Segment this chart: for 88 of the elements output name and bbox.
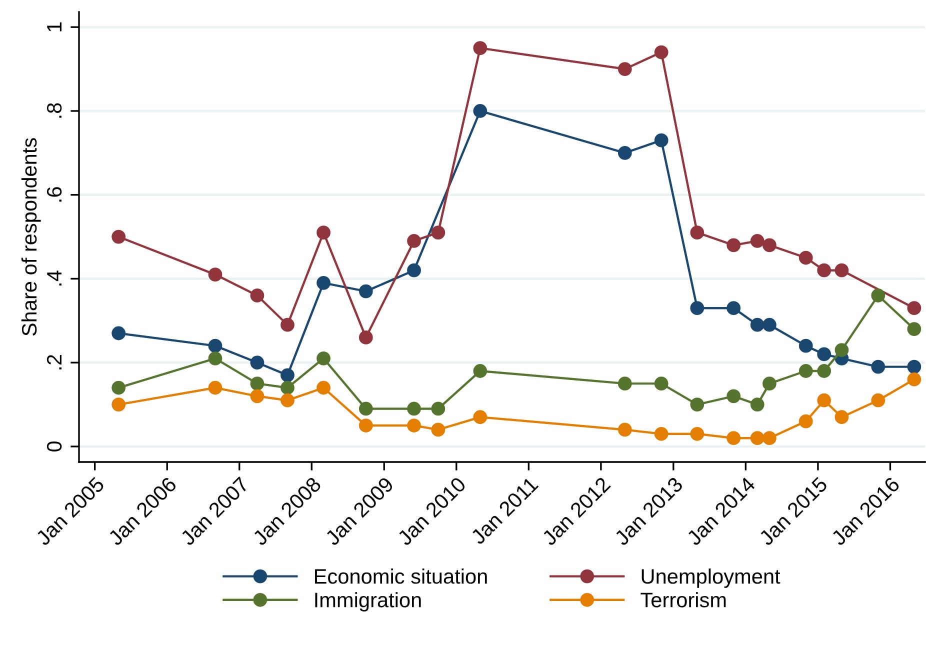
point <box>473 104 488 118</box>
y-axis-title: Share of respondents <box>21 138 41 336</box>
point <box>112 380 126 395</box>
point <box>208 268 222 282</box>
point <box>358 284 373 298</box>
point <box>762 318 776 332</box>
point <box>798 364 813 378</box>
y-tick-label: .8 <box>46 103 62 118</box>
point <box>871 288 886 302</box>
point <box>750 234 764 248</box>
point <box>817 364 832 378</box>
point <box>871 360 886 374</box>
point <box>690 226 704 240</box>
point <box>690 398 704 412</box>
point <box>250 288 264 302</box>
point <box>473 364 488 378</box>
point <box>431 226 446 240</box>
legend-label: Immigration <box>315 592 421 612</box>
point <box>112 230 126 244</box>
point <box>726 431 741 446</box>
legend-label: Terrorism <box>640 592 726 608</box>
point <box>250 356 264 370</box>
point <box>280 380 294 395</box>
point <box>316 276 330 290</box>
point <box>654 426 668 441</box>
y-tick-label: .2 <box>46 354 62 370</box>
point <box>690 301 704 316</box>
point <box>834 410 849 424</box>
point <box>316 380 330 395</box>
y-tick-label: 0 <box>46 442 62 452</box>
point <box>726 301 741 316</box>
point <box>407 402 421 416</box>
point <box>618 62 632 76</box>
point <box>817 393 832 408</box>
point <box>750 318 764 332</box>
point <box>907 322 922 336</box>
point <box>473 41 488 56</box>
point <box>907 360 922 374</box>
point <box>208 351 222 366</box>
point <box>907 372 922 386</box>
y-tick-label: .6 <box>46 187 62 202</box>
point <box>762 376 776 391</box>
point <box>473 410 488 424</box>
point <box>690 426 704 441</box>
point <box>407 263 421 278</box>
point <box>654 376 668 391</box>
point <box>871 393 886 408</box>
point <box>907 301 922 316</box>
point <box>431 422 446 437</box>
point <box>798 338 813 353</box>
legend-label: Unemployment <box>642 568 780 588</box>
point <box>798 414 813 428</box>
point <box>750 398 764 412</box>
point <box>316 351 330 366</box>
point <box>112 398 126 412</box>
point <box>618 422 632 437</box>
point <box>250 376 264 391</box>
point <box>834 343 849 357</box>
point <box>817 347 832 362</box>
point <box>618 376 632 391</box>
point <box>431 402 446 416</box>
point <box>817 263 832 278</box>
point <box>726 238 741 252</box>
point <box>112 326 126 340</box>
point <box>280 393 294 408</box>
point <box>726 389 741 404</box>
point <box>654 133 668 148</box>
point <box>316 226 330 240</box>
point <box>407 418 421 432</box>
point <box>280 368 294 382</box>
point <box>618 146 632 160</box>
point <box>358 402 373 416</box>
point <box>654 45 668 60</box>
point <box>407 234 421 248</box>
y-tick-label: 1 <box>47 22 62 32</box>
y-tick-label: .4 <box>47 270 62 286</box>
point <box>834 263 849 278</box>
point <box>208 338 222 353</box>
point <box>358 418 373 432</box>
point <box>762 238 776 252</box>
point <box>750 431 764 446</box>
point <box>358 330 373 344</box>
point <box>250 389 264 404</box>
point <box>762 431 776 446</box>
legend-label: Economic situation <box>315 568 487 584</box>
point <box>798 250 813 265</box>
point <box>208 380 222 395</box>
point <box>280 318 294 332</box>
